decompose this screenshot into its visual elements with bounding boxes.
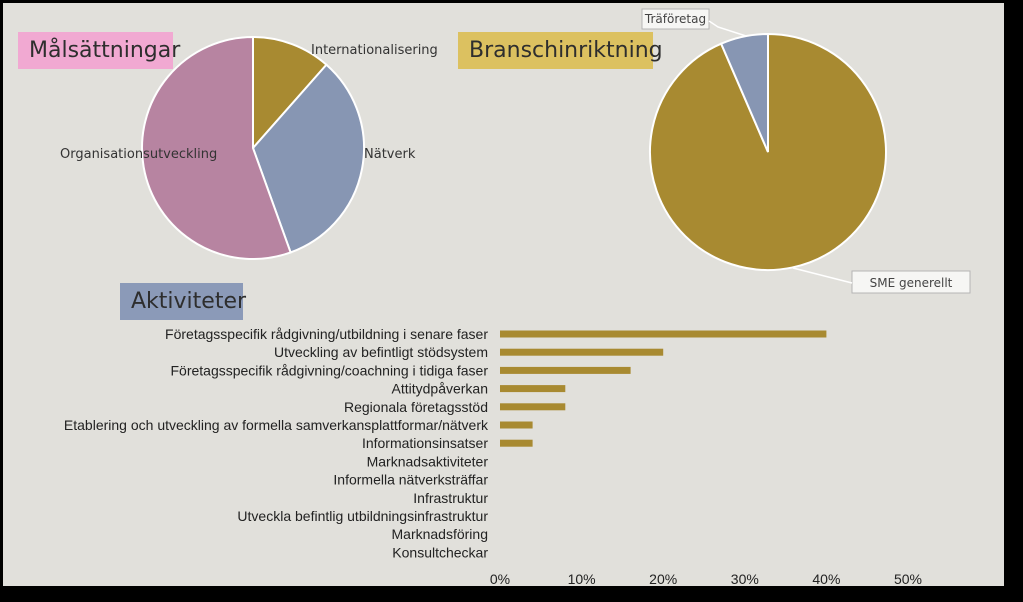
- industry-title: Branschinriktning: [458, 32, 663, 69]
- bar-label-8: Informella nätverksträffar: [333, 472, 488, 488]
- bar-label-11: Marknadsföring: [392, 526, 489, 542]
- x-tick-3: 30%: [731, 571, 759, 587]
- bar-1: [500, 348, 664, 356]
- bar-6: [500, 439, 533, 447]
- bar-label-10: Utveckla befintlig utbildningsinfrastruk…: [237, 508, 488, 524]
- bar-label-1: Utveckling av befintligt stödsystem: [274, 344, 488, 360]
- bar-label-6: Informationsinsatser: [362, 435, 488, 451]
- goals-pie-slice-1: [251, 63, 366, 254]
- bar-label-3: Attitydpåverkan: [392, 381, 489, 397]
- industry-callout-box-sme: [851, 270, 971, 294]
- goals-pie-slice-2: [141, 35, 292, 260]
- x-tick-1: 10%: [568, 571, 596, 587]
- industry-pie-slice-1: [719, 32, 769, 153]
- bar-4: [500, 403, 566, 411]
- bar-label-0: Företagsspecifik rådgivning/utbildning i…: [165, 326, 488, 342]
- bar-label-9: Infrastruktur: [413, 490, 488, 506]
- industry-callout-box-trafo: [641, 8, 710, 30]
- x-tick-4: 40%: [812, 571, 840, 587]
- activities-title: Aktiviteter: [120, 283, 246, 320]
- bar-label-2: Företagsspecifik rådgivning/coachning i …: [170, 362, 488, 378]
- bar-label-12: Konsultcheckar: [392, 544, 488, 560]
- industry-label-trafo: Träföretag: [644, 12, 706, 26]
- goals-label-organisationsutveckling: Organisationsutveckling: [60, 147, 217, 162]
- bar-label-4: Regionala företagsstöd: [344, 399, 488, 415]
- goals-pie-slice-0: [252, 35, 328, 151]
- x-tick-5: 50%: [894, 571, 922, 587]
- goals-title: Målsättningar: [18, 32, 180, 69]
- industry-leader-sme: [792, 267, 853, 284]
- bar-2: [500, 366, 631, 374]
- industry-leader-trafo: [708, 20, 747, 37]
- industry-label-sme: SME generellt: [870, 276, 953, 290]
- x-tick-0: 0%: [490, 571, 510, 587]
- bar-3: [500, 385, 566, 393]
- goals-label-natverk: Nätverk: [364, 147, 416, 162]
- bar-0: [500, 330, 827, 338]
- bar-label-7: Marknadsaktiviteter: [367, 453, 489, 469]
- bar-label-5: Etablering och utveckling av formella sa…: [64, 417, 489, 433]
- goals-label-internationalisering: Internationalisering: [311, 43, 438, 58]
- x-tick-2: 20%: [649, 571, 677, 587]
- bar-5: [500, 421, 533, 429]
